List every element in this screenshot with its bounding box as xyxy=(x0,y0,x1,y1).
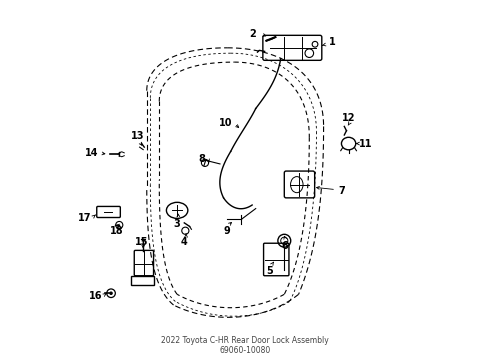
Text: 2: 2 xyxy=(249,28,256,39)
Text: 3: 3 xyxy=(174,219,180,229)
Text: 17: 17 xyxy=(78,212,92,222)
Ellipse shape xyxy=(167,202,188,219)
Ellipse shape xyxy=(342,137,356,150)
FancyBboxPatch shape xyxy=(97,206,121,217)
Text: 7: 7 xyxy=(338,186,344,196)
Text: 11: 11 xyxy=(359,139,373,149)
FancyBboxPatch shape xyxy=(264,243,289,276)
Text: 8: 8 xyxy=(199,154,206,163)
FancyBboxPatch shape xyxy=(134,250,153,276)
Text: 18: 18 xyxy=(110,226,123,237)
Circle shape xyxy=(118,151,125,158)
Text: 15: 15 xyxy=(135,237,148,247)
Polygon shape xyxy=(131,276,154,285)
Text: 6: 6 xyxy=(281,241,288,251)
FancyBboxPatch shape xyxy=(263,35,322,60)
Text: 5: 5 xyxy=(267,266,273,276)
Text: 2022 Toyota C-HR Rear Door Lock Assembly
69060-10080: 2022 Toyota C-HR Rear Door Lock Assembly… xyxy=(161,336,329,355)
Circle shape xyxy=(109,292,113,295)
FancyBboxPatch shape xyxy=(284,171,315,198)
Text: 10: 10 xyxy=(219,118,232,128)
Text: 12: 12 xyxy=(342,113,355,123)
Text: 1: 1 xyxy=(329,37,336,48)
Text: 14: 14 xyxy=(85,148,98,158)
Text: 4: 4 xyxy=(181,237,188,247)
Text: 16: 16 xyxy=(89,291,102,301)
Text: 9: 9 xyxy=(224,226,230,237)
Ellipse shape xyxy=(291,177,303,193)
Text: 13: 13 xyxy=(131,131,145,141)
